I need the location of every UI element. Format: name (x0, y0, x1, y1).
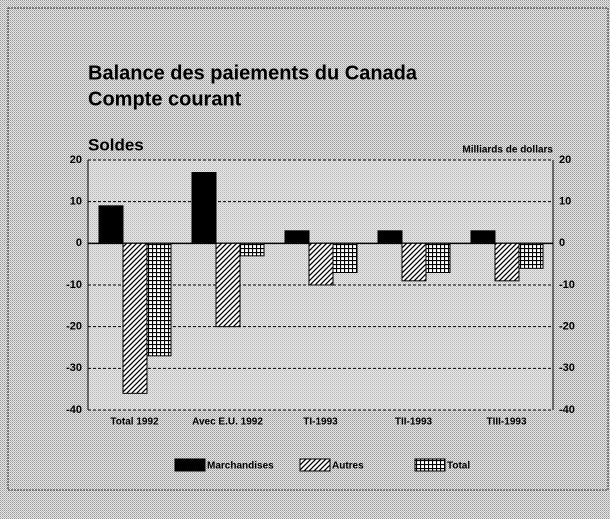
bar (146, 242, 172, 357)
frame (7, 7, 609, 491)
y-tick-label: -20 (66, 321, 82, 333)
y-tick-label: -40 (66, 404, 82, 416)
chart-title: Balance des paiements du Canada (88, 62, 418, 84)
y-axis-label: Soldes (88, 135, 144, 154)
y2-tick-label: 0 (559, 237, 565, 249)
bar (518, 242, 544, 269)
y2-tick-label: 20 (559, 154, 571, 166)
y2-axis-label: Milliards de dollars (462, 145, 553, 156)
bar (122, 242, 148, 394)
y2-tick-label: -30 (559, 362, 575, 374)
bar (425, 242, 451, 273)
bar (470, 230, 496, 244)
bar (494, 242, 520, 282)
bar (239, 242, 265, 257)
bar (284, 230, 310, 244)
bar (98, 205, 124, 244)
y-tick-label: 20 (70, 154, 82, 166)
y-tick-label: -30 (66, 362, 82, 374)
bar (215, 242, 241, 328)
bar (377, 230, 403, 244)
x-tick-label: TIII-1993 (486, 417, 526, 428)
bar (332, 242, 358, 273)
bar (308, 242, 334, 286)
legend-label: Marchandises (207, 461, 274, 472)
y2-tick-label: 10 (559, 196, 571, 208)
x-tick-label: Avec E.U. 1992 (192, 417, 263, 428)
y-tick-label: -10 (66, 279, 82, 291)
legend-swatch (174, 458, 206, 472)
bar (191, 172, 217, 244)
x-tick-label: Total 1992 (110, 417, 159, 428)
chart-subtitle: Compte courant (88, 88, 242, 110)
y2-tick-label: -40 (559, 404, 575, 416)
legend-label: Autres (332, 461, 364, 472)
y-tick-label: 0 (76, 237, 82, 249)
legend-swatch (299, 458, 331, 472)
y2-tick-label: -10 (559, 279, 575, 291)
x-tick-label: TII-1993 (395, 417, 433, 428)
legend-label: Total (447, 461, 470, 472)
bar (401, 242, 427, 282)
legend-swatch (414, 458, 446, 472)
x-tick-label: TI-1993 (303, 417, 338, 428)
y-tick-label: 10 (70, 196, 82, 208)
y2-tick-label: -20 (559, 321, 575, 333)
